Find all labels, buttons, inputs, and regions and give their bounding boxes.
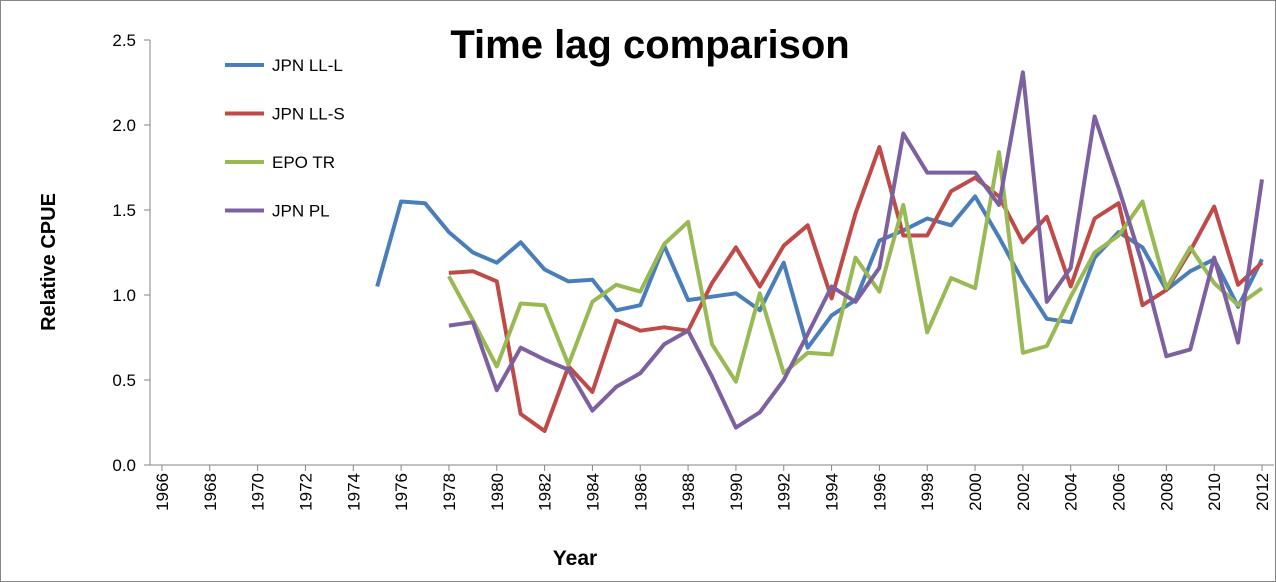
- x-tick-label: 2002: [1014, 473, 1033, 511]
- x-tick-label: 1974: [344, 473, 363, 511]
- x-tick-label: 1988: [679, 473, 698, 511]
- x-tick-label: 1966: [153, 473, 172, 511]
- x-tick-label: 1980: [488, 473, 507, 511]
- x-tick-label: 1986: [631, 473, 650, 511]
- x-tick-label: 1970: [249, 473, 268, 511]
- x-tick-label: 1976: [392, 473, 411, 511]
- x-tick-label: 1978: [440, 473, 459, 511]
- y-tick-label: 0.0: [112, 456, 136, 475]
- x-tick-label: 1992: [775, 473, 794, 511]
- series-line: [448, 145, 1264, 433]
- x-tick-label: 2006: [1110, 473, 1129, 511]
- x-tick-label: 1996: [870, 473, 889, 511]
- y-axis-label: Relative CPUE: [38, 193, 60, 331]
- x-tick-label: 1982: [536, 473, 555, 511]
- y-tick-label: 0.5: [112, 371, 136, 390]
- x-tick-label: 2010: [1205, 473, 1224, 511]
- series-line: [447, 150, 1264, 384]
- x-tick-label: 1968: [201, 473, 220, 511]
- y-tick-label: 2.5: [112, 31, 136, 50]
- legend-label: EPO TR: [272, 153, 335, 172]
- legend-label: JPN LL-S: [272, 105, 345, 124]
- series-line: [448, 70, 1264, 430]
- x-axis-label: Year: [553, 547, 597, 570]
- legend-label: JPN LL-L: [272, 56, 343, 75]
- y-tick-label: 1.0: [112, 286, 136, 305]
- x-tick-label: 1972: [296, 473, 315, 511]
- x-tick-label: 2008: [1157, 473, 1176, 511]
- x-tick-label: 1994: [823, 473, 842, 511]
- x-tick-label: 1998: [918, 473, 937, 511]
- x-tick-label: 1984: [583, 473, 602, 511]
- x-tick-label: 2012: [1253, 473, 1272, 511]
- x-tick-label: 2000: [966, 473, 985, 511]
- x-tick-label: 1990: [727, 473, 746, 511]
- chart-title: Time lag comparison: [450, 23, 849, 67]
- x-tick-label: 2004: [1062, 473, 1081, 511]
- y-tick-label: 2.0: [112, 116, 136, 135]
- y-tick-label: 1.5: [112, 201, 136, 220]
- legend-label: JPN PL: [272, 202, 330, 221]
